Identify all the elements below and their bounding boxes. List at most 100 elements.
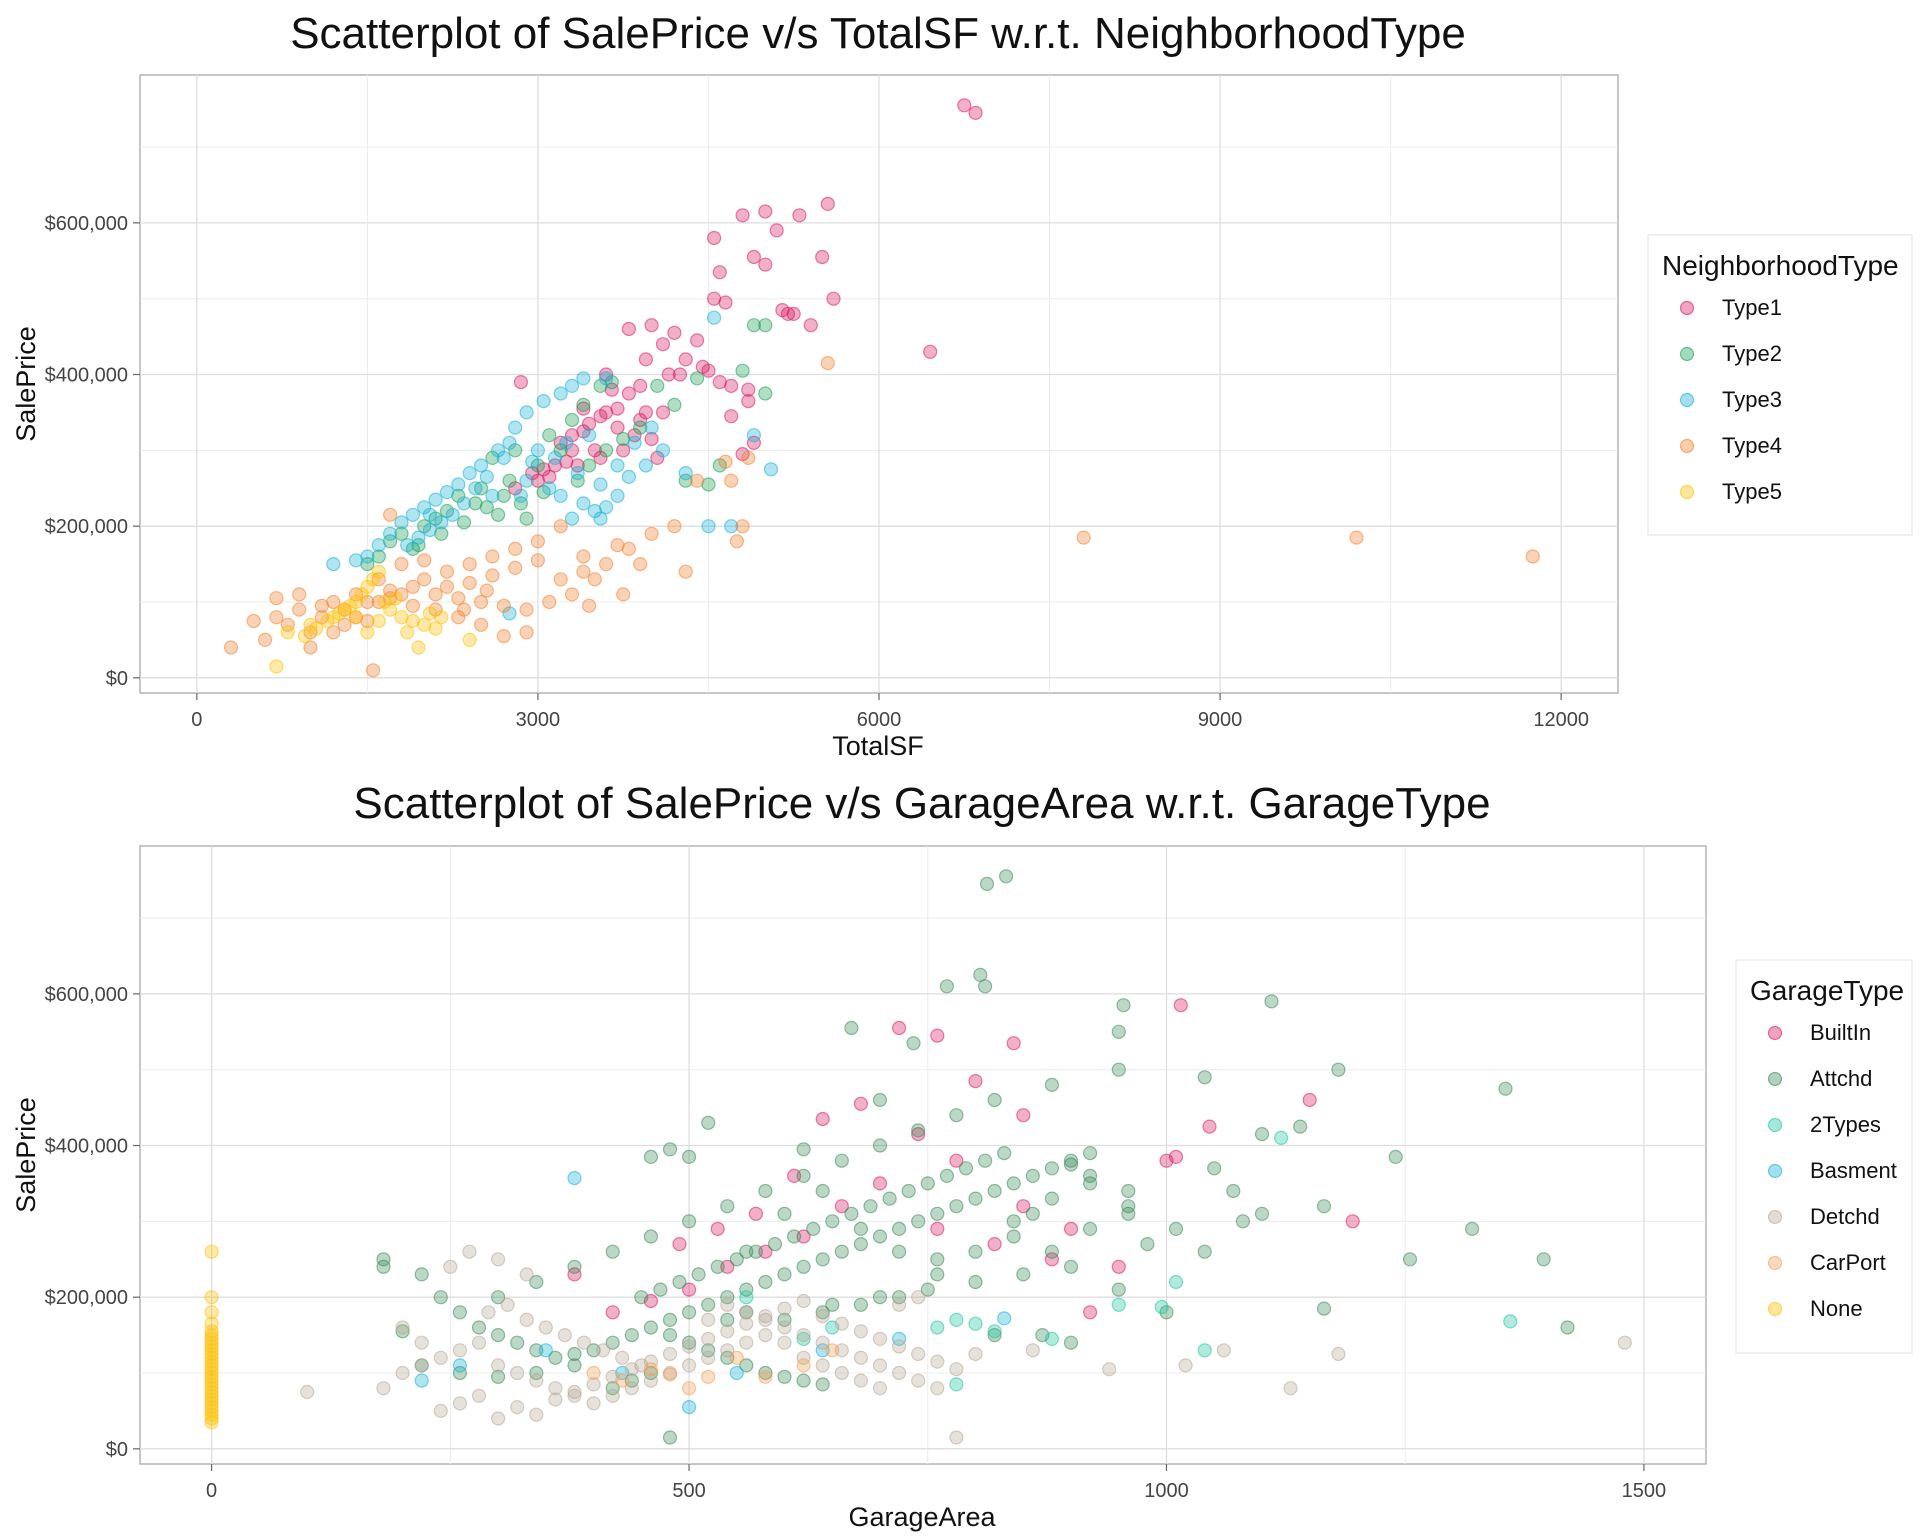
- data-point: [598, 367, 614, 382]
- data-point: [643, 1362, 659, 1377]
- data-point: [204, 1244, 219, 1259]
- data-point: [968, 1346, 983, 1362]
- data-point: [1226, 1183, 1241, 1199]
- data-point: [758, 1274, 773, 1290]
- data-point: [610, 458, 625, 473]
- data-point: [1116, 998, 1131, 1013]
- data-point: [633, 556, 648, 572]
- legend-swatch: [1767, 1071, 1783, 1087]
- data-point: [593, 511, 608, 526]
- data-point: [462, 466, 477, 481]
- data-point: [1254, 1126, 1270, 1142]
- data-point: [949, 1362, 964, 1377]
- data-point: [763, 462, 779, 477]
- legend-swatch: [1767, 1163, 1783, 1179]
- data-point: [977, 1153, 993, 1168]
- data-point: [621, 386, 637, 401]
- legend-label: None: [1810, 1296, 1863, 1321]
- x-axis-title: TotalSF: [832, 731, 924, 761]
- data-point: [395, 1324, 410, 1339]
- data-point: [979, 876, 995, 892]
- data-point: [720, 1290, 735, 1305]
- data-point: [428, 621, 443, 636]
- data-point: [741, 394, 756, 409]
- data-point: [337, 617, 352, 632]
- legend-swatch: [1767, 1025, 1783, 1041]
- data-point: [957, 98, 972, 113]
- data-point: [1617, 1335, 1632, 1350]
- data-point: [354, 587, 369, 602]
- data-point: [204, 1399, 219, 1415]
- data-point: [280, 617, 295, 632]
- data-point: [1197, 1244, 1212, 1259]
- data-point: [576, 371, 591, 386]
- legend-swatch: [1679, 300, 1695, 316]
- data-point: [746, 318, 762, 333]
- data-point: [204, 1396, 219, 1411]
- y-tick-label: $200,000: [45, 516, 128, 538]
- data-point: [1102, 1362, 1117, 1377]
- data-point: [1273, 1130, 1289, 1146]
- data-point: [701, 1115, 716, 1130]
- data-point: [542, 481, 557, 496]
- data-point: [815, 1358, 830, 1373]
- data-point: [911, 1290, 926, 1305]
- data-point: [508, 481, 523, 496]
- data-point: [360, 625, 375, 640]
- data-point: [1044, 1244, 1060, 1259]
- data-point: [452, 1358, 467, 1373]
- data-point: [701, 1297, 716, 1312]
- data-point: [1082, 1145, 1098, 1161]
- data-point: [587, 443, 602, 458]
- data-point: [510, 1365, 525, 1381]
- data-point: [422, 522, 437, 538]
- data-point: [204, 1388, 219, 1403]
- data-point: [1111, 1297, 1126, 1312]
- data-point: [371, 564, 386, 579]
- x-tick-label: 12000: [1533, 709, 1589, 731]
- data-point: [417, 572, 432, 587]
- data-point: [320, 613, 335, 629]
- data-point: [1525, 549, 1540, 564]
- data-point: [746, 249, 762, 265]
- data-point: [689, 333, 705, 348]
- data-point: [414, 1373, 429, 1388]
- data-point: [204, 1358, 219, 1373]
- data-point: [567, 1384, 582, 1400]
- data-point: [605, 1388, 620, 1403]
- data-point: [530, 553, 546, 568]
- data-point: [1331, 1346, 1346, 1362]
- data-point: [1044, 1191, 1060, 1206]
- data-point: [587, 572, 602, 587]
- data-point: [872, 1358, 888, 1373]
- grid-lines: [140, 846, 1706, 1464]
- data-point: [292, 587, 307, 602]
- data-point: [718, 454, 733, 469]
- data-point: [439, 564, 455, 579]
- data-point: [1283, 1381, 1298, 1396]
- data-point: [1316, 1199, 1332, 1214]
- data-point: [1121, 1206, 1136, 1221]
- chart-title: Scatterplot of SalePrice v/s GarageArea …: [353, 779, 1490, 828]
- data-point: [949, 1153, 964, 1168]
- data-point: [605, 1381, 620, 1396]
- data-point: [428, 587, 443, 602]
- legend: NeighborhoodType Type1Type2Type3Type4Typ…: [1647, 234, 1913, 536]
- data-point: [462, 1244, 477, 1259]
- data-point: [538, 1320, 553, 1335]
- data-point: [872, 1092, 888, 1108]
- data-point: [724, 519, 739, 534]
- y-tick-label: $600,000: [45, 213, 128, 235]
- data-point: [872, 1331, 888, 1347]
- data-point: [204, 1346, 219, 1362]
- data-point: [678, 564, 693, 579]
- data-point: [672, 1274, 687, 1290]
- legend: GarageType BuiltIn Attchd 2Types Basment Det…: [1735, 959, 1913, 1354]
- data-point: [548, 1392, 563, 1407]
- data-point: [1345, 1214, 1360, 1229]
- data-point: [834, 1244, 849, 1259]
- data-point: [997, 1145, 1012, 1161]
- x-tick-label: 3000: [516, 709, 561, 731]
- data-point: [644, 318, 659, 333]
- data-point: [204, 1327, 219, 1343]
